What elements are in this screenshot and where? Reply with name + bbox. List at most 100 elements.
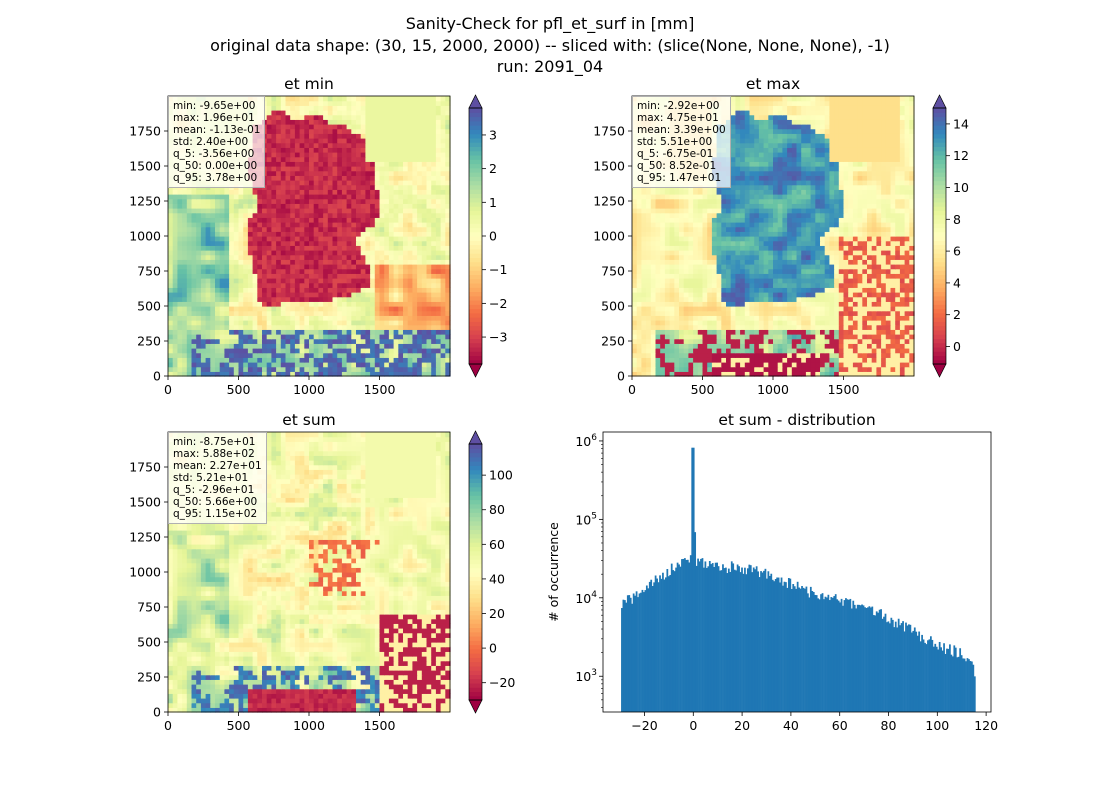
heatmap-cell <box>370 147 376 153</box>
heatmap-cell <box>403 100 409 106</box>
heatmap-cell <box>393 240 399 246</box>
heatmap-cell <box>327 119 334 125</box>
heatmap-cell <box>664 329 671 335</box>
heatmap-cell <box>881 301 887 307</box>
heatmap-cell <box>417 170 423 176</box>
heatmap-cell <box>388 231 395 237</box>
heatmap-cell <box>398 142 404 148</box>
heatmap-cell <box>711 320 718 326</box>
heatmap-cell <box>280 128 287 134</box>
heatmap-cell <box>862 334 868 340</box>
heatmap-cell <box>374 357 381 363</box>
heatmap-cell <box>309 236 315 242</box>
heatmap-cell <box>327 366 334 372</box>
heatmap-cell <box>834 352 840 358</box>
heatmap-cell <box>407 296 413 302</box>
heatmap-cell <box>337 338 343 344</box>
heatmap-cell <box>829 315 835 321</box>
heatmap-cell <box>440 306 446 312</box>
heatmap-cell <box>191 324 197 330</box>
heatmap-cell <box>238 296 244 302</box>
heatmap-cell <box>196 324 202 330</box>
heatmap-cell <box>904 366 910 372</box>
heatmap-cell <box>867 320 873 326</box>
heatmap-cell <box>351 343 357 349</box>
heatmap-cell <box>763 287 769 293</box>
heatmap-cell <box>309 296 315 302</box>
heatmap-cell <box>224 357 230 363</box>
heatmap-cell <box>773 273 779 279</box>
heatmap-cell <box>327 147 334 153</box>
heatmap-cell <box>332 198 338 204</box>
heatmap-cell <box>440 133 446 139</box>
heatmap-cell <box>210 282 216 288</box>
heatmap-cell <box>815 334 821 340</box>
heatmap-cell <box>697 343 704 349</box>
heatmap-cell <box>196 264 202 270</box>
heatmap-cell <box>421 254 428 260</box>
heatmap-cell <box>641 366 647 372</box>
heatmap-cell <box>341 245 348 251</box>
heatmap-cell <box>829 371 835 377</box>
heatmap-cell <box>735 366 741 372</box>
heatmap-cell <box>426 348 432 354</box>
heatmap-cell <box>299 175 305 181</box>
heatmap-cell <box>646 278 652 284</box>
heatmap-cell <box>744 329 751 335</box>
heatmap-cell <box>843 338 849 344</box>
heatmap-cell <box>168 320 174 326</box>
heatmap-cell <box>200 296 207 302</box>
heatmap-cell <box>796 371 802 377</box>
heatmap-cell <box>257 334 263 340</box>
heatmap-cell <box>327 292 334 298</box>
heatmap-cell <box>313 348 319 354</box>
heatmap-cell <box>318 324 324 330</box>
heatmap-cell <box>332 329 338 335</box>
heatmap-cell <box>758 301 765 307</box>
heatmap-cell <box>323 348 329 354</box>
heatmap-cell <box>641 320 647 326</box>
heatmap-cell <box>191 278 197 284</box>
heatmap-cell <box>707 315 713 321</box>
colorbar-swatch <box>469 304 482 310</box>
heatmap-cell <box>848 352 854 358</box>
heatmap-cell <box>168 273 174 279</box>
heatmap-cell <box>304 324 310 330</box>
heatmap-cell <box>370 105 376 111</box>
heatmap-cell <box>664 324 671 330</box>
heatmap-cell <box>182 371 188 377</box>
heatmap-cell <box>820 362 826 368</box>
heatmap-cell <box>885 320 892 326</box>
heatmap-cell <box>285 334 291 340</box>
heatmap-cell <box>191 254 197 260</box>
heatmap-cell <box>182 324 188 330</box>
heatmap-cell <box>332 254 338 260</box>
heatmap-cell <box>431 324 437 330</box>
heatmap-cell <box>243 357 249 363</box>
heatmap-cell <box>346 268 352 274</box>
heatmap-cell <box>707 362 713 368</box>
heatmap-cell <box>252 352 258 358</box>
heatmap-cell <box>749 338 755 344</box>
heatmap-cell <box>299 301 305 307</box>
heatmap-cell <box>346 138 352 144</box>
heatmap-cell <box>351 189 357 195</box>
heatmap-cell <box>421 147 428 153</box>
heatmap-cell <box>744 287 751 293</box>
heatmap-cell <box>393 124 399 130</box>
heatmap-cell <box>257 343 263 349</box>
heatmap-cell <box>229 366 235 372</box>
heatmap-cell <box>205 236 211 242</box>
heatmap-cell <box>294 128 301 134</box>
heatmap-cell <box>200 268 207 274</box>
heatmap-cell <box>763 343 769 349</box>
heatmap-cell <box>749 287 755 293</box>
heatmap-cell <box>191 357 197 363</box>
heatmap-cell <box>276 100 282 106</box>
heatmap-cell <box>426 222 432 228</box>
heatmap-cell <box>186 310 193 316</box>
heatmap-cell <box>440 180 446 186</box>
heatmap-cell <box>313 329 319 335</box>
heatmap-cell <box>431 362 437 368</box>
heatmap-cell <box>238 343 244 349</box>
